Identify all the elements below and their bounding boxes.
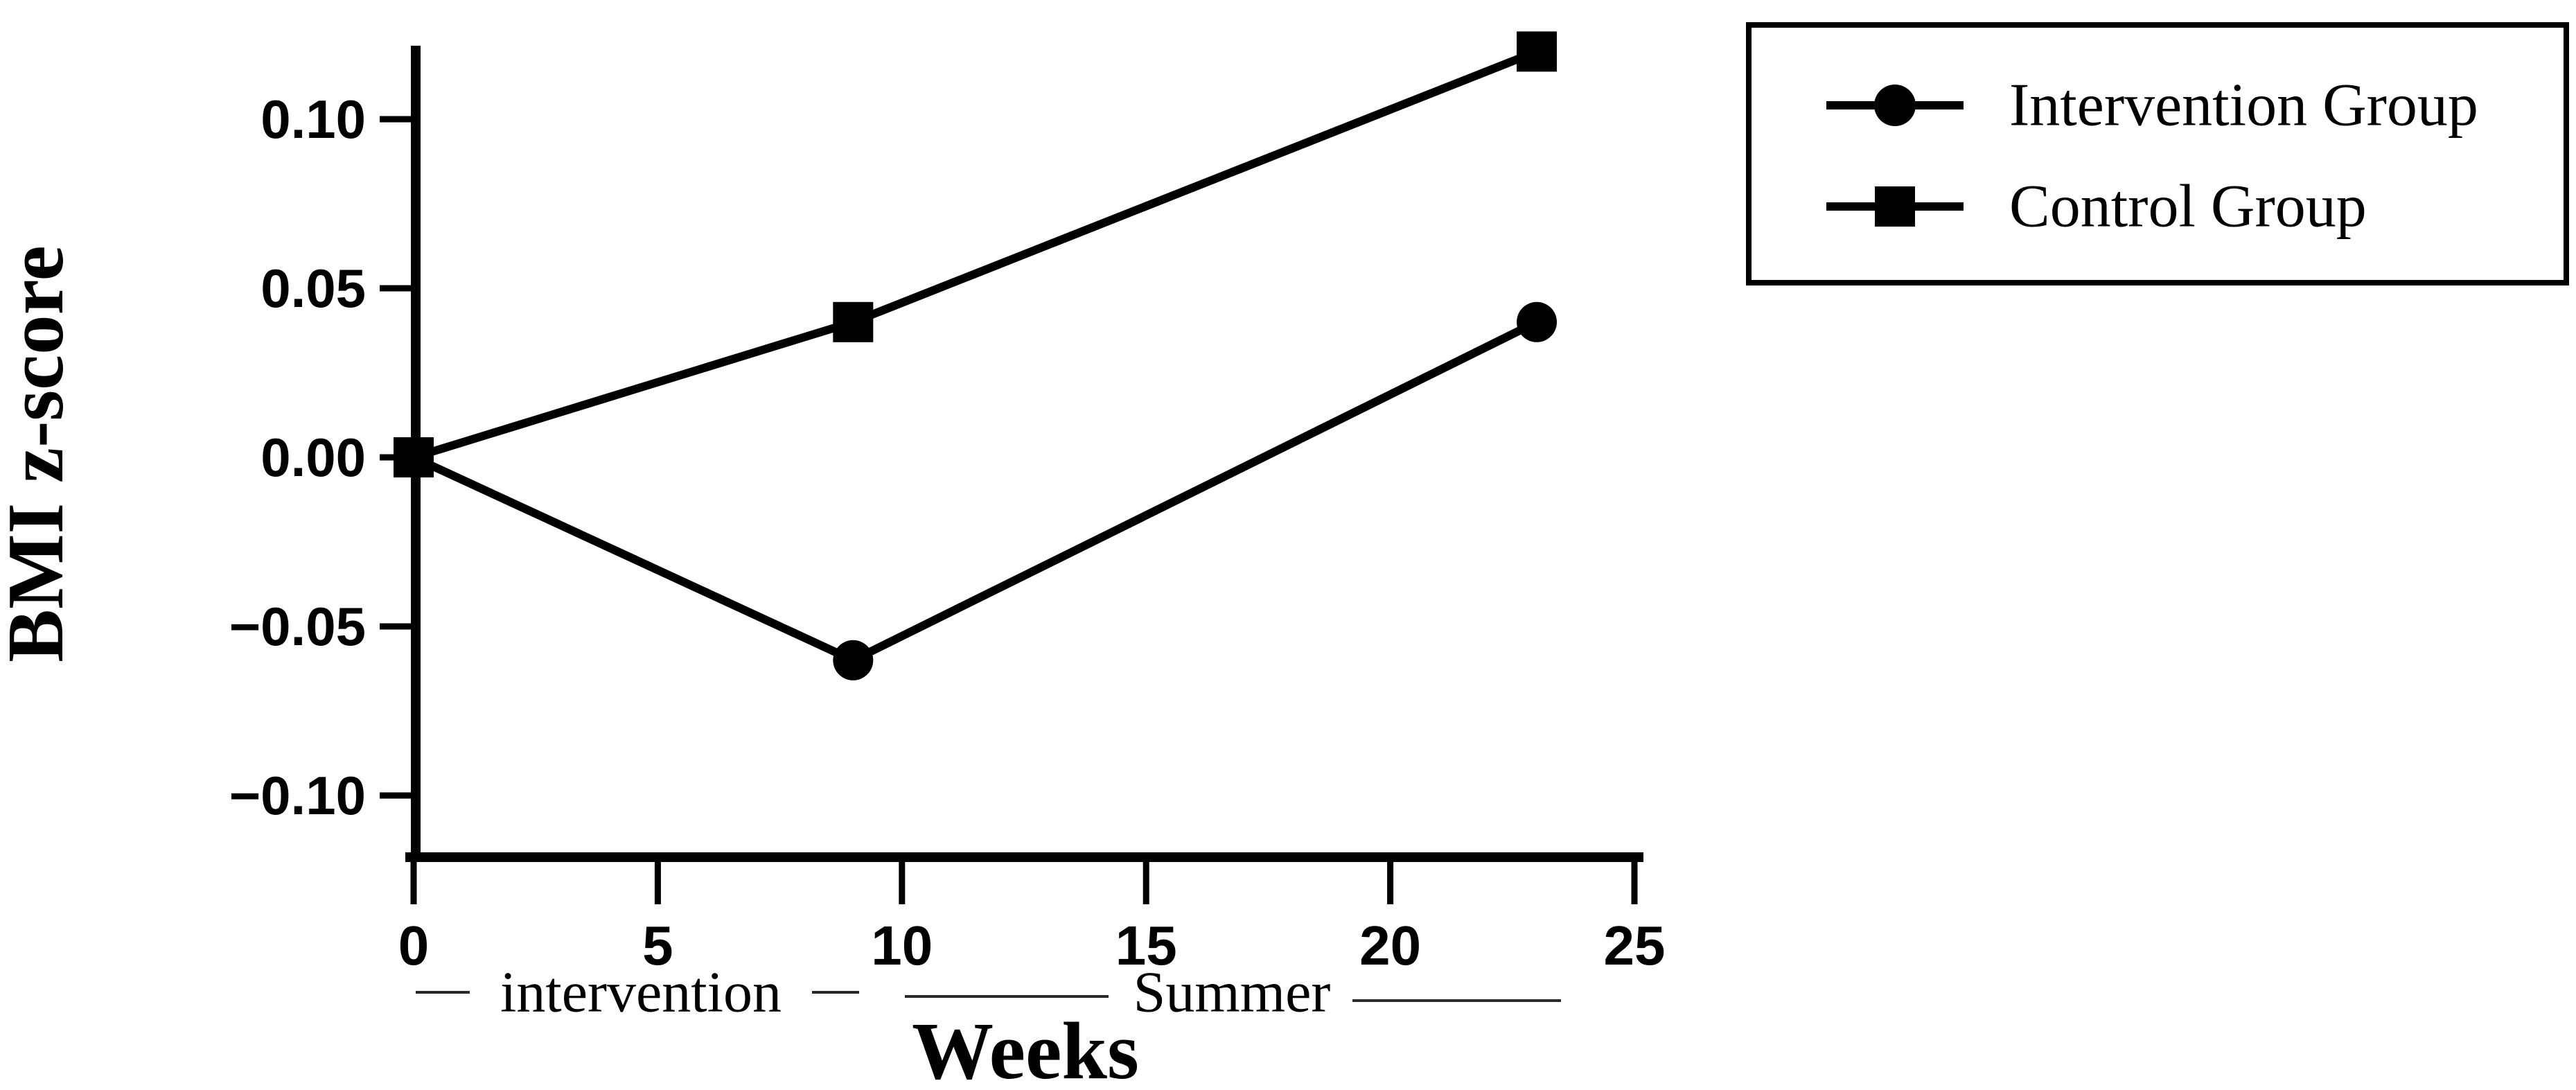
legend-item-intervention-group: Intervention Group (1826, 72, 2478, 139)
data-point-circle-intervention-group (833, 640, 874, 680)
series-layer (394, 31, 1558, 680)
y-axis-title: BMI z-score (0, 245, 80, 662)
legend-box (1746, 22, 2569, 285)
x-axis: 0 5 10 15 20 25 (398, 852, 1666, 976)
data-point-circle-intervention-group (1517, 301, 1558, 342)
legend-label-control: Control Group (2009, 173, 2367, 240)
square-marker-icon (1875, 186, 1915, 227)
y-tick-label: 0.10 (261, 89, 366, 150)
x-tick-label: 10 (871, 915, 933, 976)
x-axis-title: Weeks (912, 1005, 1139, 1090)
legend: Intervention Group Control Group (1746, 22, 2569, 285)
circle-marker-icon (1874, 85, 1916, 126)
x-tick-label: 20 (1359, 915, 1421, 976)
x-tick-label: 15 (1115, 915, 1177, 976)
legend-label-intervention: Intervention Group (2009, 72, 2478, 139)
summer-phase-label: Summer (1133, 960, 1331, 1025)
x-tick-group: 0 5 10 15 20 25 (398, 857, 1666, 976)
y-tick-label: 0.00 (261, 427, 366, 488)
legend-item-control-group: Control Group (1826, 173, 2367, 240)
intervention-phase-label: intervention (500, 960, 782, 1025)
phase-annotations: intervention Summer (416, 960, 1561, 1025)
y-tick-label: −0.05 (229, 596, 366, 657)
x-tick-label: 5 (642, 915, 673, 976)
data-point-square-control-group (1517, 31, 1558, 72)
data-point-square-control-group (833, 301, 874, 342)
x-tick-label: 25 (1604, 915, 1666, 976)
y-tick-label: −0.10 (229, 765, 366, 826)
data-point-square-control-group (394, 437, 434, 477)
y-tick-label: 0.05 (261, 258, 366, 319)
x-tick-label: 0 (398, 915, 430, 976)
